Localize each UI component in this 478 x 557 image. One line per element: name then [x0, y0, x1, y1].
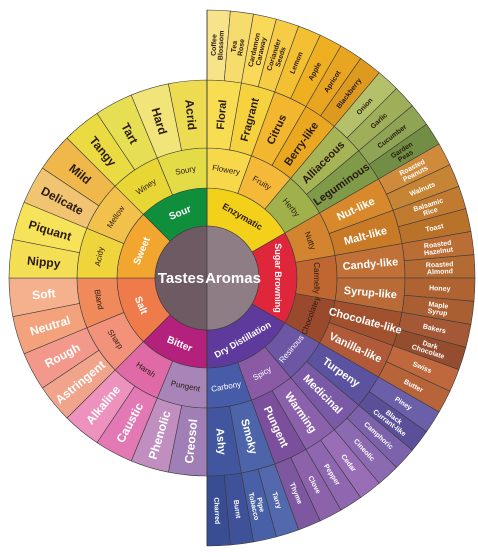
- label-soft: Soft: [32, 286, 57, 302]
- label-soury: Soury: [174, 164, 196, 177]
- wheel-hub: Tastes Aromas: [154, 225, 261, 331]
- label-ashy: Ashy: [213, 428, 227, 457]
- label-tarry: Tarry: [270, 491, 282, 509]
- label-nippy: Nippy: [26, 254, 61, 271]
- label-roasted-almond: RoastedAlmond: [426, 261, 454, 276]
- label-honey: Honey: [429, 285, 451, 293]
- label-candy-like: Candy-like: [342, 256, 398, 273]
- label-roasted-hazelnut: RoastedHazelnut: [423, 240, 454, 258]
- label-charred: Charred: [212, 497, 220, 524]
- label-acidy: Acidy: [93, 246, 106, 267]
- aromas-hub: [206, 225, 260, 331]
- label-sugar-browning: Sugar Browning: [273, 243, 283, 313]
- label-burnt: Burnt: [232, 499, 241, 519]
- tastes-hub: [154, 225, 208, 331]
- label-floral: Floral: [215, 99, 230, 130]
- wheel-segments: [8, 9, 476, 547]
- label-coffee-blossom: CoffeeBlossom: [210, 30, 225, 60]
- label-bland: Bland: [92, 289, 105, 311]
- aromas-hub-label: Aromas: [205, 270, 261, 287]
- tastes-hub-label: Tastes: [158, 270, 204, 287]
- label-creosol: Creosol: [182, 418, 200, 464]
- label-tea-rose: TeaRose: [230, 38, 246, 57]
- label-bakers: Bakers: [422, 323, 446, 335]
- label-toast: Toast: [425, 223, 445, 234]
- label-carmelly: Carmelly: [312, 262, 321, 294]
- label-maple-syrup: MapleSyrup: [427, 301, 449, 317]
- label-syrup-like: Syrup-like: [343, 285, 397, 302]
- label-acrid: Acrid: [182, 99, 199, 131]
